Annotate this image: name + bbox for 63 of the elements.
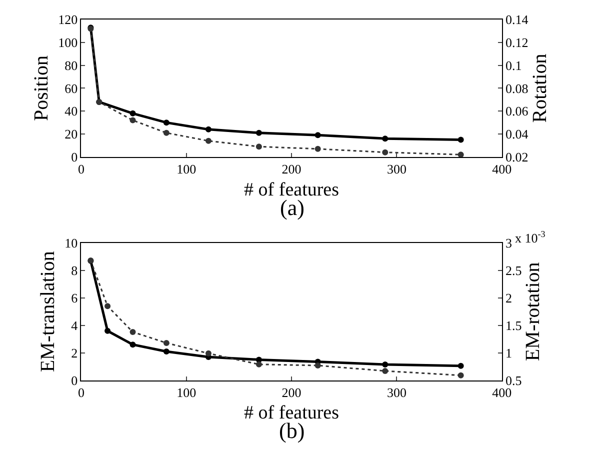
y2-tick-label: 0.04: [505, 126, 529, 142]
y-tick-label: 2: [71, 345, 78, 360]
y-axis-title: Position: [30, 55, 53, 122]
y2-tick-label: 0.02: [505, 149, 528, 164]
y-tick-label: 80: [64, 58, 78, 73]
point: [130, 110, 136, 116]
y2-tick-label: 2.5: [505, 262, 522, 278]
text: x 10$^{-3}$: [515, 229, 546, 246]
point: [163, 130, 170, 136]
point: [458, 136, 464, 143]
y2-axis-title: EM-rotation: [522, 262, 544, 362]
point: [256, 361, 262, 368]
y-tick-label: 6: [71, 290, 78, 306]
x-tick-label: 200: [282, 384, 302, 400]
x-tick-label: 100: [176, 384, 196, 400]
point: [314, 146, 321, 152]
y2-tick-label: 3: [505, 236, 512, 251]
y-tick-label: 20: [64, 126, 78, 142]
point: [256, 144, 262, 150]
y-tick-label: 60: [64, 80, 78, 96]
y2-tick-label: 2: [505, 290, 512, 306]
point: [104, 328, 111, 334]
point: [314, 362, 321, 368]
point: [130, 342, 136, 348]
point: [163, 340, 170, 346]
y-tick-label: 10: [64, 236, 78, 251]
y2-tick-label: 1.5: [505, 318, 522, 333]
point: [163, 348, 170, 354]
y-tick-label: 40: [64, 104, 78, 119]
x-tick-label: 300: [386, 162, 406, 176]
point: [382, 149, 388, 156]
point: [458, 362, 464, 369]
point: [314, 132, 321, 138]
y-tick-label: 8: [71, 262, 78, 278]
y2-tick-label: 0.14: [505, 12, 529, 28]
x-tick-label: 300: [386, 384, 406, 400]
y2-tick-label: 0.06: [505, 104, 529, 119]
point: [256, 130, 262, 136]
y-tick-label: 0: [71, 372, 78, 388]
y2-tick-label: 0.12: [505, 35, 528, 50]
y2-tick-label: 0.08: [505, 80, 528, 96]
point: [163, 120, 170, 126]
point: [382, 362, 388, 368]
y2-tick-label: 1: [505, 345, 512, 360]
point: [130, 117, 136, 124]
point: [205, 350, 212, 356]
point: [458, 372, 464, 378]
point: [382, 136, 388, 142]
x-tick-label: 400: [492, 162, 512, 176]
point: [205, 126, 212, 132]
x-tick-label: 100: [176, 162, 196, 176]
y-axis-title: EM-translation: [37, 251, 60, 372]
point: [205, 138, 212, 144]
point: [104, 303, 111, 310]
point: [130, 328, 136, 335]
point: [382, 368, 388, 374]
y-tick-label: 4: [71, 318, 78, 333]
y-tick-label: 0: [71, 149, 78, 164]
y-tick-label: 100: [58, 35, 78, 50]
y2-axis-title: Rotation: [529, 54, 552, 123]
x-tick-label: 200: [282, 162, 302, 176]
y-tick-label: 120: [58, 12, 78, 28]
y2-tick-label: 0.1: [505, 58, 522, 73]
